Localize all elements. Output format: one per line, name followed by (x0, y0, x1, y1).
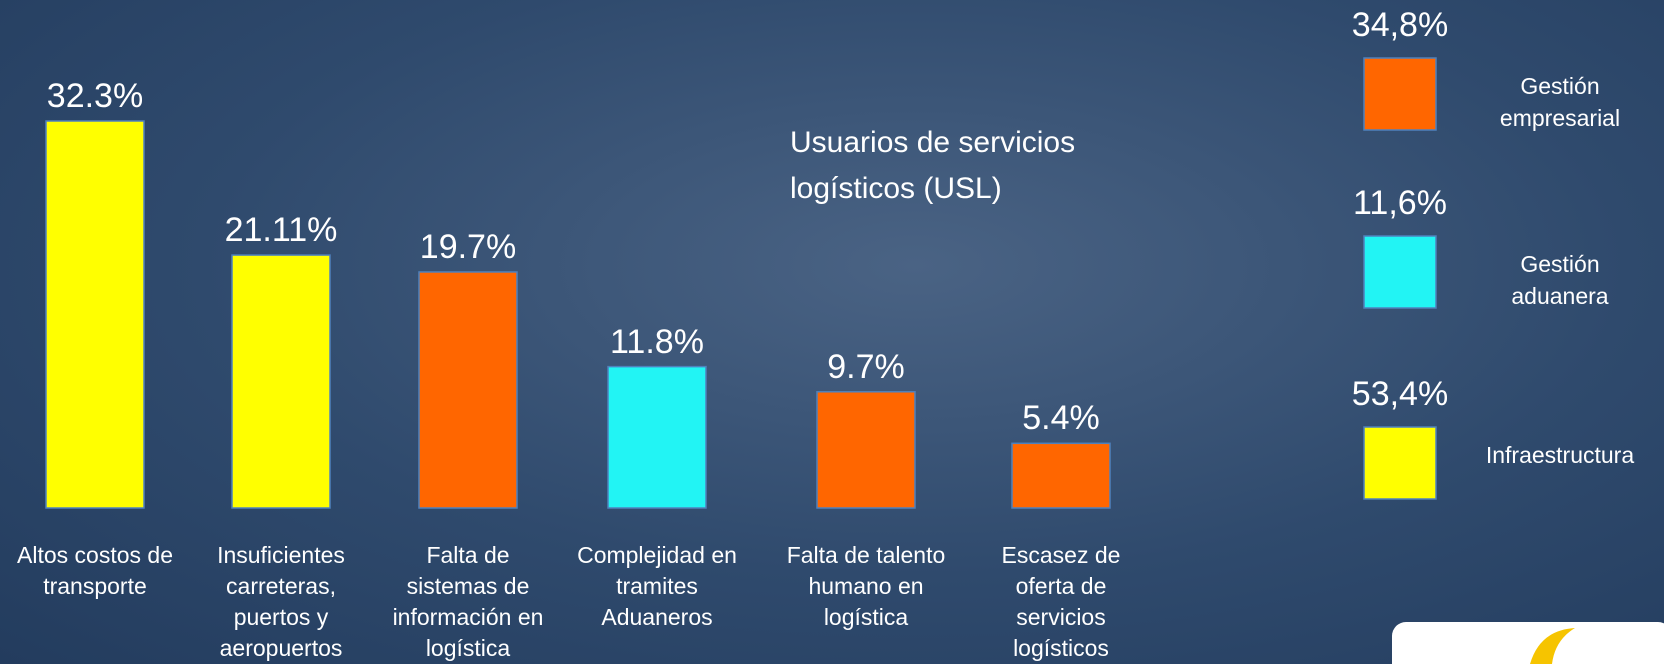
bar (608, 367, 706, 508)
value-label: 19.7% (378, 228, 558, 267)
category-box (1364, 427, 1436, 499)
logo-box (1392, 622, 1664, 664)
bar (817, 392, 915, 508)
bar (232, 255, 330, 508)
category-label: Complejidad en tramites Aduaneros (572, 540, 742, 633)
category-label: Insuficientes carreteras, puertos y aero… (196, 540, 366, 664)
category-box (1364, 58, 1436, 130)
value-label: 11.8% (567, 323, 747, 362)
value-label: 11,6% (1320, 184, 1480, 223)
bar (1012, 443, 1110, 508)
value-label: 9.7% (776, 348, 956, 387)
bar (419, 272, 517, 508)
category-box (1364, 236, 1436, 308)
value-label: 53,4% (1320, 375, 1480, 414)
value-label: 21.11% (191, 211, 371, 250)
chart-title: Usuarios de servicios logísticos (USL) (790, 120, 1100, 212)
value-label: 34,8% (1320, 6, 1480, 45)
category-label: Escasez de oferta de servicios logístico… (976, 540, 1146, 664)
category-label: Infraestructura (1480, 439, 1640, 471)
slide: 32.3% Altos costos de transporte 21.11% Ins… (0, 0, 1664, 664)
category-label: Altos costos de transporte (10, 540, 180, 602)
category-label: Falta de sistemas de información en logí… (383, 540, 553, 664)
category-label: Falta de talento humano en logística (781, 540, 951, 633)
category-label: Gestión empresarial (1480, 70, 1640, 134)
bar (46, 121, 144, 508)
value-label: 5.4% (971, 399, 1151, 438)
category-label: Gestión aduanera (1480, 248, 1640, 312)
value-label: 32.3% (5, 77, 185, 116)
